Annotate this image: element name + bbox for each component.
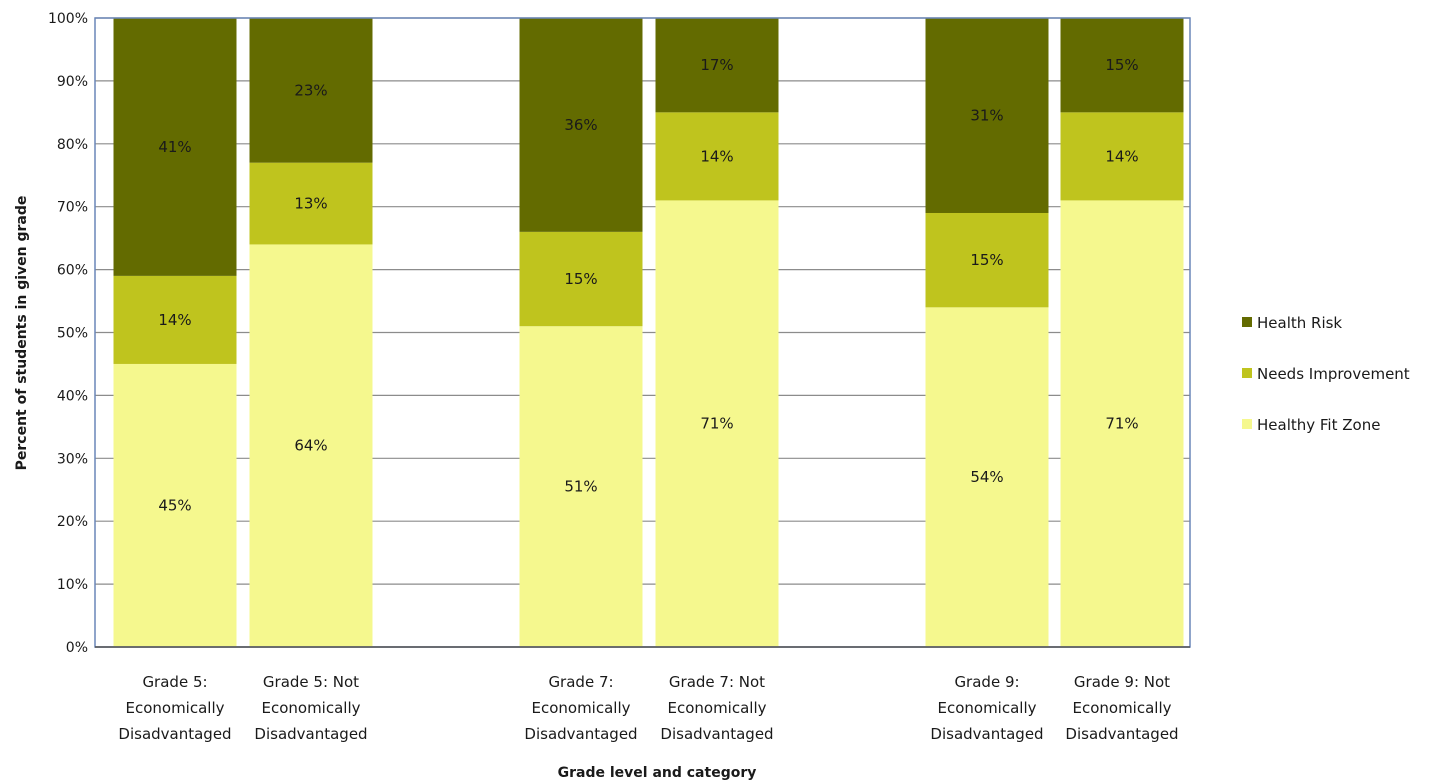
bar-segment (113, 363, 237, 647)
data-label: 71% (1105, 415, 1138, 433)
y-tick-label: 80% (57, 137, 88, 153)
bar-segment (519, 231, 643, 327)
bar-segment (249, 18, 373, 163)
bar-segment (925, 307, 1049, 647)
bar-segment (249, 244, 373, 647)
x-axis-category-labels: Grade 5: Economically Disadvantaged Grade 5… (118, 673, 1178, 743)
y-tick-label: 0% (66, 640, 88, 656)
data-label: 14% (700, 147, 733, 165)
x-tick-label: Grade 9: Not Economically Disadvantaged (1065, 673, 1178, 743)
plot-frame (94, 17, 1191, 648)
bar-segment (925, 18, 1049, 213)
bars: 45% 14% 41% 64% 13% 23% 51% 15% 36% 71% 14% 17% 54% 1… (113, 18, 1184, 647)
y-tick-label: 70% (57, 200, 88, 216)
x-tick-label: Grade 9: Economically Disadvantaged (930, 673, 1043, 743)
bar-segment (1060, 112, 1184, 201)
x-tick-label: Grade 7: Economically Disadvantaged (524, 673, 637, 743)
y-tick-label: 40% (57, 388, 88, 404)
y-tick-label: 20% (57, 514, 88, 530)
data-label: 14% (158, 311, 191, 329)
legend-label: Health Risk (1257, 314, 1342, 332)
legend: Health Risk Needs Improvement Healthy Fit … (1242, 314, 1410, 434)
data-label: 15% (970, 251, 1003, 269)
x-axis-title: Grade level and category (558, 765, 757, 780)
bar-segment (113, 18, 237, 276)
legend-swatch (1242, 368, 1252, 378)
y-tick-label: 10% (57, 577, 88, 593)
data-label: 23% (294, 81, 327, 99)
data-label: 36% (564, 116, 597, 134)
y-tick-label: 90% (57, 74, 88, 90)
x-tick-label: Grade 7: Not Economically Disadvantaged (660, 673, 773, 743)
y-axis-title: Percent of students in given grade (14, 196, 30, 471)
legend-swatch (1242, 419, 1252, 429)
bar-segment (655, 112, 779, 201)
bar-segment (655, 18, 779, 113)
data-label: 15% (1105, 56, 1138, 74)
y-tick-label: 30% (57, 451, 88, 467)
x-tick-label: Grade 5: Economically Disadvantaged (118, 673, 231, 743)
legend-swatch (1242, 317, 1252, 327)
legend-label: Needs Improvement (1257, 365, 1410, 383)
y-axis-ticks: 0% 10% 20% 30% 40% 50% 60% 70% 80% 90% 100% (48, 11, 88, 656)
data-label: 15% (564, 270, 597, 288)
data-label: 14% (1105, 147, 1138, 165)
data-label: 17% (700, 56, 733, 74)
legend-label: Healthy Fit Zone (1257, 416, 1380, 434)
bar-segment (519, 18, 643, 232)
data-label: 51% (564, 478, 597, 496)
bar-segment (1060, 200, 1184, 647)
y-tick-label: 60% (57, 263, 88, 279)
bar-segment (925, 212, 1049, 308)
bar-segment (1060, 18, 1184, 113)
bar-segment (249, 162, 373, 245)
data-label: 41% (158, 138, 191, 156)
bar-segment (113, 275, 237, 364)
y-tick-label: 50% (57, 326, 88, 342)
data-label: 54% (970, 468, 1003, 486)
bar-segment (655, 200, 779, 647)
data-label: 64% (294, 437, 327, 455)
bar-segment (519, 326, 643, 647)
data-label: 31% (970, 106, 1003, 124)
x-tick-label: Grade 5: Not Economically Disadvantaged (254, 673, 367, 743)
y-tick-label: 100% (48, 11, 88, 27)
data-label: 45% (158, 496, 191, 514)
data-label: 13% (294, 195, 327, 213)
data-label: 71% (700, 415, 733, 433)
